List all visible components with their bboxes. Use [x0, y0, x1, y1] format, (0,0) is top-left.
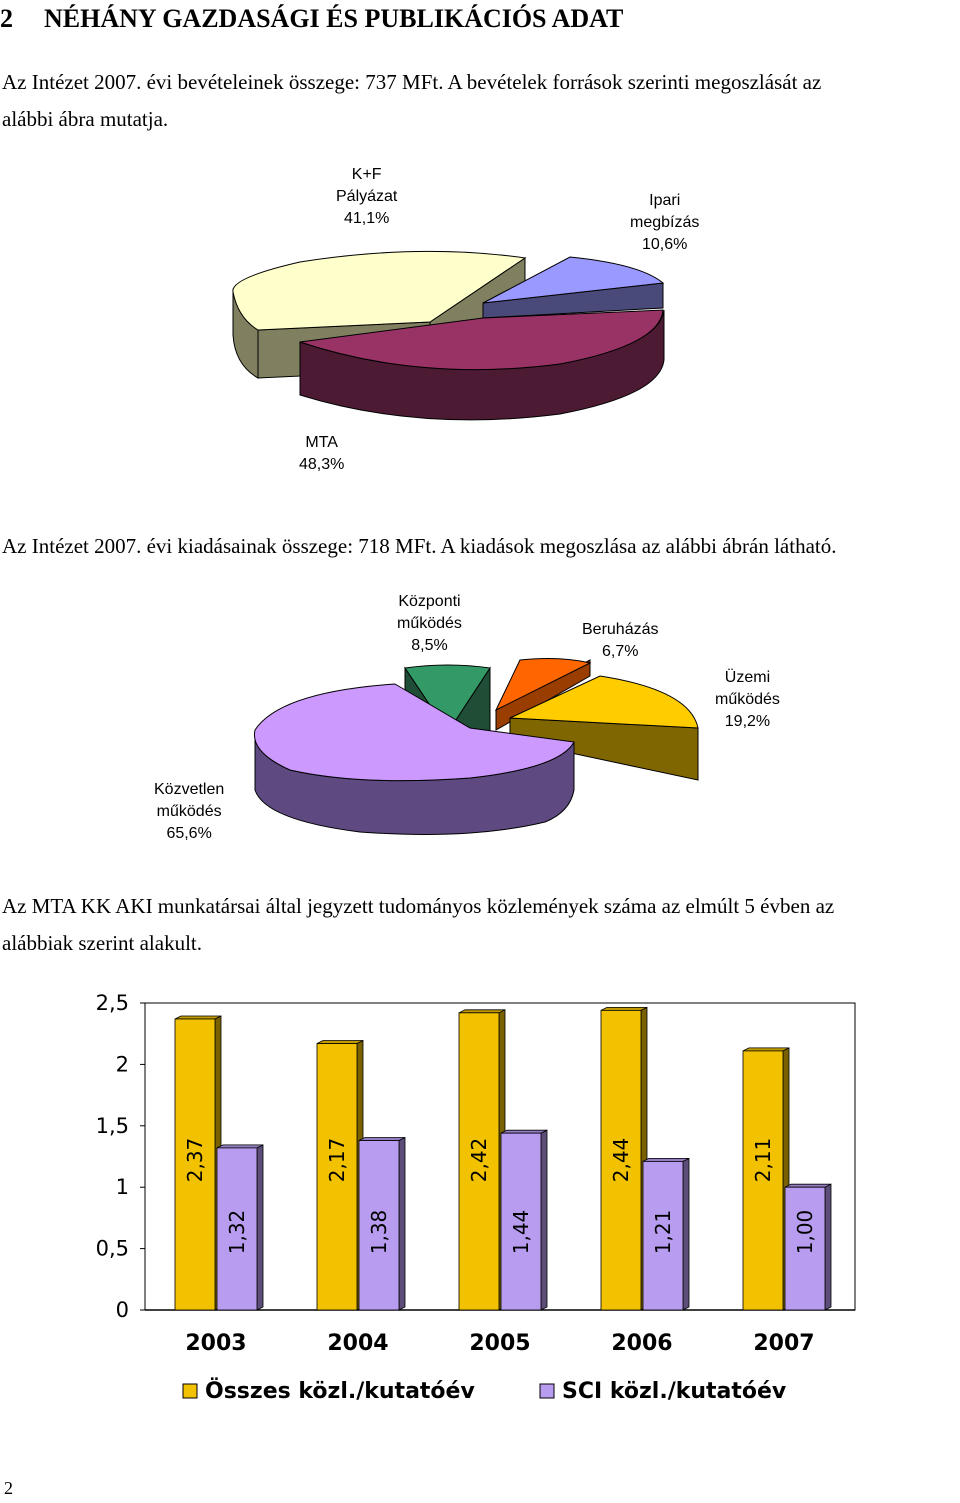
- label-uzemi-line-1: Üzemi: [724, 669, 771, 686]
- section-heading: 2 NÉHÁNY GAZDASÁGI ÉS PUBLIKÁCIÓS ADAT: [0, 4, 623, 34]
- expense-line-1: Az Intézet 2007. évi kiadásainak összege…: [2, 534, 837, 558]
- bar-osszes-2005: [458, 1012, 500, 1311]
- label-kozvetlen: Közvetlen működés 65,6%: [154, 779, 224, 845]
- label-kozponti-line-2: működés: [397, 615, 462, 632]
- publication-line-1: Az MTA KK AKI munkatársai által jegyzett…: [2, 894, 835, 918]
- pie-slice-ipari: [482, 256, 665, 304]
- bar-top: [742, 1047, 790, 1052]
- y-tick-label: 0: [116, 1298, 129, 1322]
- pie-slice-kf: [232, 250, 527, 331]
- bar-top: [784, 1183, 832, 1188]
- pie-slice-uzemi: [509, 675, 699, 729]
- y-tick-label: 2,5: [96, 991, 129, 1015]
- bar-top: [216, 1144, 264, 1149]
- bar-sci-2003: [216, 1147, 258, 1311]
- revenue-paragraph: Az Intézet 2007. évi bevételeinek összeg…: [2, 64, 821, 138]
- pie-slice-kozponti: [404, 664, 491, 733]
- bar-value-label: 1,32: [225, 1210, 249, 1255]
- x-category-label: 2003: [185, 1331, 246, 1356]
- label-beruhazas-line-1: Beruházás: [582, 621, 659, 638]
- expense-paragraph: Az Intézet 2007. évi kiadásainak összege…: [2, 528, 837, 565]
- bar-top: [358, 1137, 406, 1141]
- label-mta-value: 48,3%: [299, 456, 345, 473]
- bar-top: [600, 1006, 648, 1011]
- x-category-label: 2007: [753, 1331, 814, 1356]
- bar-value-label: 1,44: [509, 1210, 533, 1255]
- bar-value-label: 1,00: [793, 1210, 817, 1255]
- y-tick-label: 1: [116, 1175, 129, 1199]
- page-number: 2: [4, 1478, 13, 1498]
- x-category-label: 2005: [469, 1331, 530, 1356]
- pie-slice-mta: [299, 309, 664, 371]
- label-ipari-line-2: megbízás: [630, 214, 700, 231]
- bar-side: [256, 1144, 264, 1311]
- y-tick-label: 1,5: [96, 1114, 129, 1138]
- bar-top: [500, 1129, 548, 1134]
- bar-value-label: 1,38: [367, 1210, 391, 1255]
- publication-paragraph: Az MTA KK AKI munkatársai által jegyzett…: [2, 888, 834, 962]
- bar-osszes-2006: [600, 1009, 642, 1311]
- label-uzemi-value: 19,2%: [724, 713, 771, 730]
- y-tick-label: 2: [116, 1052, 129, 1076]
- section-number: 2: [0, 4, 13, 33]
- bar-value-label: 1,21: [651, 1210, 675, 1255]
- bar-osszes-2007: [742, 1050, 784, 1311]
- label-uzemi-line-2: működés: [715, 691, 780, 708]
- label-ipari-line-1: Ipari: [649, 192, 681, 209]
- label-kozponti-value: 8,5%: [411, 637, 448, 654]
- label-kozvetlen-value: 65,6%: [166, 825, 212, 842]
- bar-side: [398, 1136, 406, 1311]
- label-kf-line-1: K+F: [351, 166, 382, 183]
- x-category-label: 2006: [611, 1331, 672, 1356]
- label-ipari-value: 10,6%: [642, 236, 688, 253]
- bar-sci-2004: [358, 1140, 400, 1311]
- bar-side: [824, 1183, 832, 1311]
- expense-pie-chart: [253, 658, 699, 835]
- bar-top: [642, 1158, 690, 1162]
- bar-top: [458, 1009, 506, 1014]
- bar-sci-2007: [784, 1186, 826, 1311]
- revenue-pie-chart: [232, 250, 665, 421]
- bar-top: [316, 1040, 364, 1044]
- bar-side: [682, 1157, 690, 1311]
- legend-label-sci: SCI közl./kutatóév: [562, 1379, 787, 1404]
- bar-value-label: 2,44: [609, 1138, 633, 1183]
- label-uzemi: Üzemi működés 19,2%: [715, 667, 780, 733]
- bar-value-label: 2,42: [467, 1138, 491, 1183]
- bar-value-label: 2,37: [183, 1138, 207, 1183]
- label-beruhazas: Beruházás 6,7%: [582, 619, 659, 663]
- label-kf: K+F Pályázat 41,1%: [336, 164, 397, 230]
- bar-value-label: 2,11: [751, 1138, 775, 1183]
- label-beruhazas-value: 6,7%: [602, 643, 639, 660]
- label-ipari: Ipari megbízás 10,6%: [630, 190, 699, 256]
- bar-side: [540, 1129, 548, 1311]
- section-title: NÉHÁNY GAZDASÁGI ÉS PUBLIKÁCIÓS ADAT: [44, 4, 624, 33]
- label-kf-line-2: Pályázat: [336, 188, 398, 205]
- pie-slice-kozvetlen: [253, 683, 575, 782]
- bar-osszes-2003: [174, 1018, 216, 1311]
- label-mta: MTA 48,3%: [299, 432, 344, 476]
- bar-osszes-2004: [316, 1043, 358, 1311]
- revenue-line-1: Az Intézet 2007. évi bevételeinek összeg…: [2, 70, 822, 94]
- label-kozvetlen-line-2: működés: [156, 803, 222, 820]
- publication-bar-chart: 0 0,5 1 1,5 2 2,5 2,37 1,32 2003 2,17 1,38 2004 2,42…: [96, 991, 856, 1404]
- label-kf-value: 41,1%: [344, 210, 390, 227]
- pie-slice-beruhazas: [494, 658, 592, 712]
- publication-line-2: alábbiak szerint alakult.: [2, 931, 203, 955]
- bar-value-label: 2,17: [325, 1138, 349, 1183]
- bar-sci-2006: [642, 1161, 684, 1311]
- legend-swatch-osszes: [182, 1383, 198, 1399]
- legend-swatch-sci: [539, 1383, 555, 1399]
- revenue-line-2: alábbi ábra mutatja.: [2, 107, 169, 131]
- bar-top: [174, 1015, 222, 1020]
- x-category-label: 2004: [327, 1331, 388, 1356]
- label-mta-line-1: MTA: [305, 434, 338, 451]
- label-kozvetlen-line-1: Közvetlen: [154, 781, 225, 798]
- legend-label-osszes: Összes közl./kutatóév: [205, 1378, 475, 1404]
- bar-sci-2005: [500, 1132, 542, 1311]
- y-tick-label: 0,5: [96, 1237, 129, 1261]
- label-kozponti: Központi működés 8,5%: [397, 591, 462, 657]
- label-kozponti-line-1: Központi: [398, 593, 461, 610]
